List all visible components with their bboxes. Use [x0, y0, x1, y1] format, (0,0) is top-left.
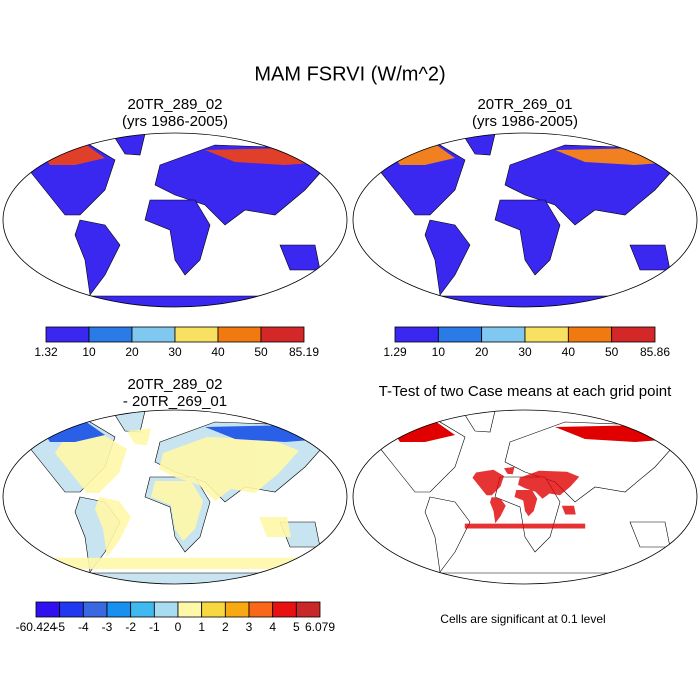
map-border — [2, 132, 348, 308]
colorbar-label: 6.079 — [305, 620, 335, 634]
colorbar-label: -5 — [54, 620, 65, 634]
colorbar-label: 3 — [246, 620, 253, 634]
colorbar-label: 50 — [254, 345, 268, 359]
map-fill — [3, 410, 347, 584]
colorbar-label: 4 — [269, 620, 276, 634]
colorbar-label: 1.29 — [383, 345, 407, 359]
colorbar-label: -3 — [102, 620, 113, 634]
map — [352, 132, 698, 308]
colorbar-box — [272, 601, 297, 618]
colorbar-box — [248, 601, 274, 618]
colorbar-label: 40 — [211, 345, 225, 359]
colorbar-box — [153, 601, 179, 618]
colorbar-label: 0 — [175, 620, 182, 634]
colorbar-box — [201, 601, 226, 618]
panel-title: 20TR_289_02 — [127, 376, 222, 393]
colorbar-label: 20 — [125, 345, 139, 359]
colorbar-label: 20 — [475, 345, 489, 359]
land-pattern — [37, 428, 313, 569]
panel-title: (yrs 1986-2005) — [472, 113, 578, 130]
panel-title: T-Test of two Case means at each grid po… — [379, 383, 672, 400]
colorbar-box — [437, 326, 483, 343]
map-border — [352, 409, 698, 585]
colorbar-label: -2 — [125, 620, 136, 634]
colorbar-box — [524, 326, 569, 343]
colorbar-label: -1 — [149, 620, 160, 634]
colorbar-label: 1 — [198, 620, 205, 634]
map-fill — [353, 133, 697, 307]
colorbar-label: -4 — [78, 620, 89, 634]
colorbar-label: 85.19 — [289, 345, 319, 359]
colorbar-box — [567, 326, 613, 343]
colorbar-label: 10 — [432, 345, 446, 359]
colorbar-label: 30 — [518, 345, 532, 359]
colorbar-box — [131, 326, 176, 343]
map — [2, 132, 348, 308]
colorbar-box — [45, 326, 90, 343]
colorbar-box — [394, 326, 439, 343]
panel-title: (yrs 1986-2005) — [122, 113, 228, 130]
colorbar-label: -60.424 — [16, 620, 57, 634]
map-fill — [353, 410, 697, 584]
colorbar-box — [481, 326, 526, 343]
colorbar-box — [106, 601, 132, 618]
colorbar-label: 30 — [168, 345, 182, 359]
colorbar-label: 85.86 — [640, 345, 670, 359]
colorbar-box — [88, 326, 133, 343]
colorbar-box — [35, 601, 61, 618]
panel-title: 20TR_289_02 — [127, 96, 222, 113]
colorbar-box — [82, 601, 108, 618]
colorbar-label: 10 — [82, 345, 96, 359]
panel-title: 20TR_269_01 — [477, 96, 572, 113]
colorbar-box — [217, 326, 262, 343]
map-fill — [3, 133, 347, 307]
colorbar-box — [174, 326, 219, 343]
colorbar-box — [177, 601, 203, 618]
colorbar-box — [611, 326, 656, 343]
colorbar-box — [295, 601, 321, 618]
colorbar-box — [130, 601, 155, 618]
figure-title: MAM FSRVI (W/m^2) — [254, 63, 445, 85]
map-border — [352, 132, 698, 308]
colorbar-label: 1.32 — [34, 345, 58, 359]
colorbar-label: 40 — [562, 345, 576, 359]
panel-note: Cells are significant at 0.1 level — [440, 612, 605, 626]
panel-title: - 20TR_269_01 — [123, 393, 227, 410]
colorbar-box — [224, 601, 250, 618]
colorbar-label: 50 — [605, 345, 619, 359]
map — [352, 409, 698, 585]
colorbar-box — [260, 326, 305, 343]
colorbar-label: 2 — [222, 620, 229, 634]
map — [2, 409, 348, 585]
map-border — [2, 409, 348, 585]
colorbar-label: 5 — [293, 620, 300, 634]
colorbar-box — [59, 601, 84, 618]
